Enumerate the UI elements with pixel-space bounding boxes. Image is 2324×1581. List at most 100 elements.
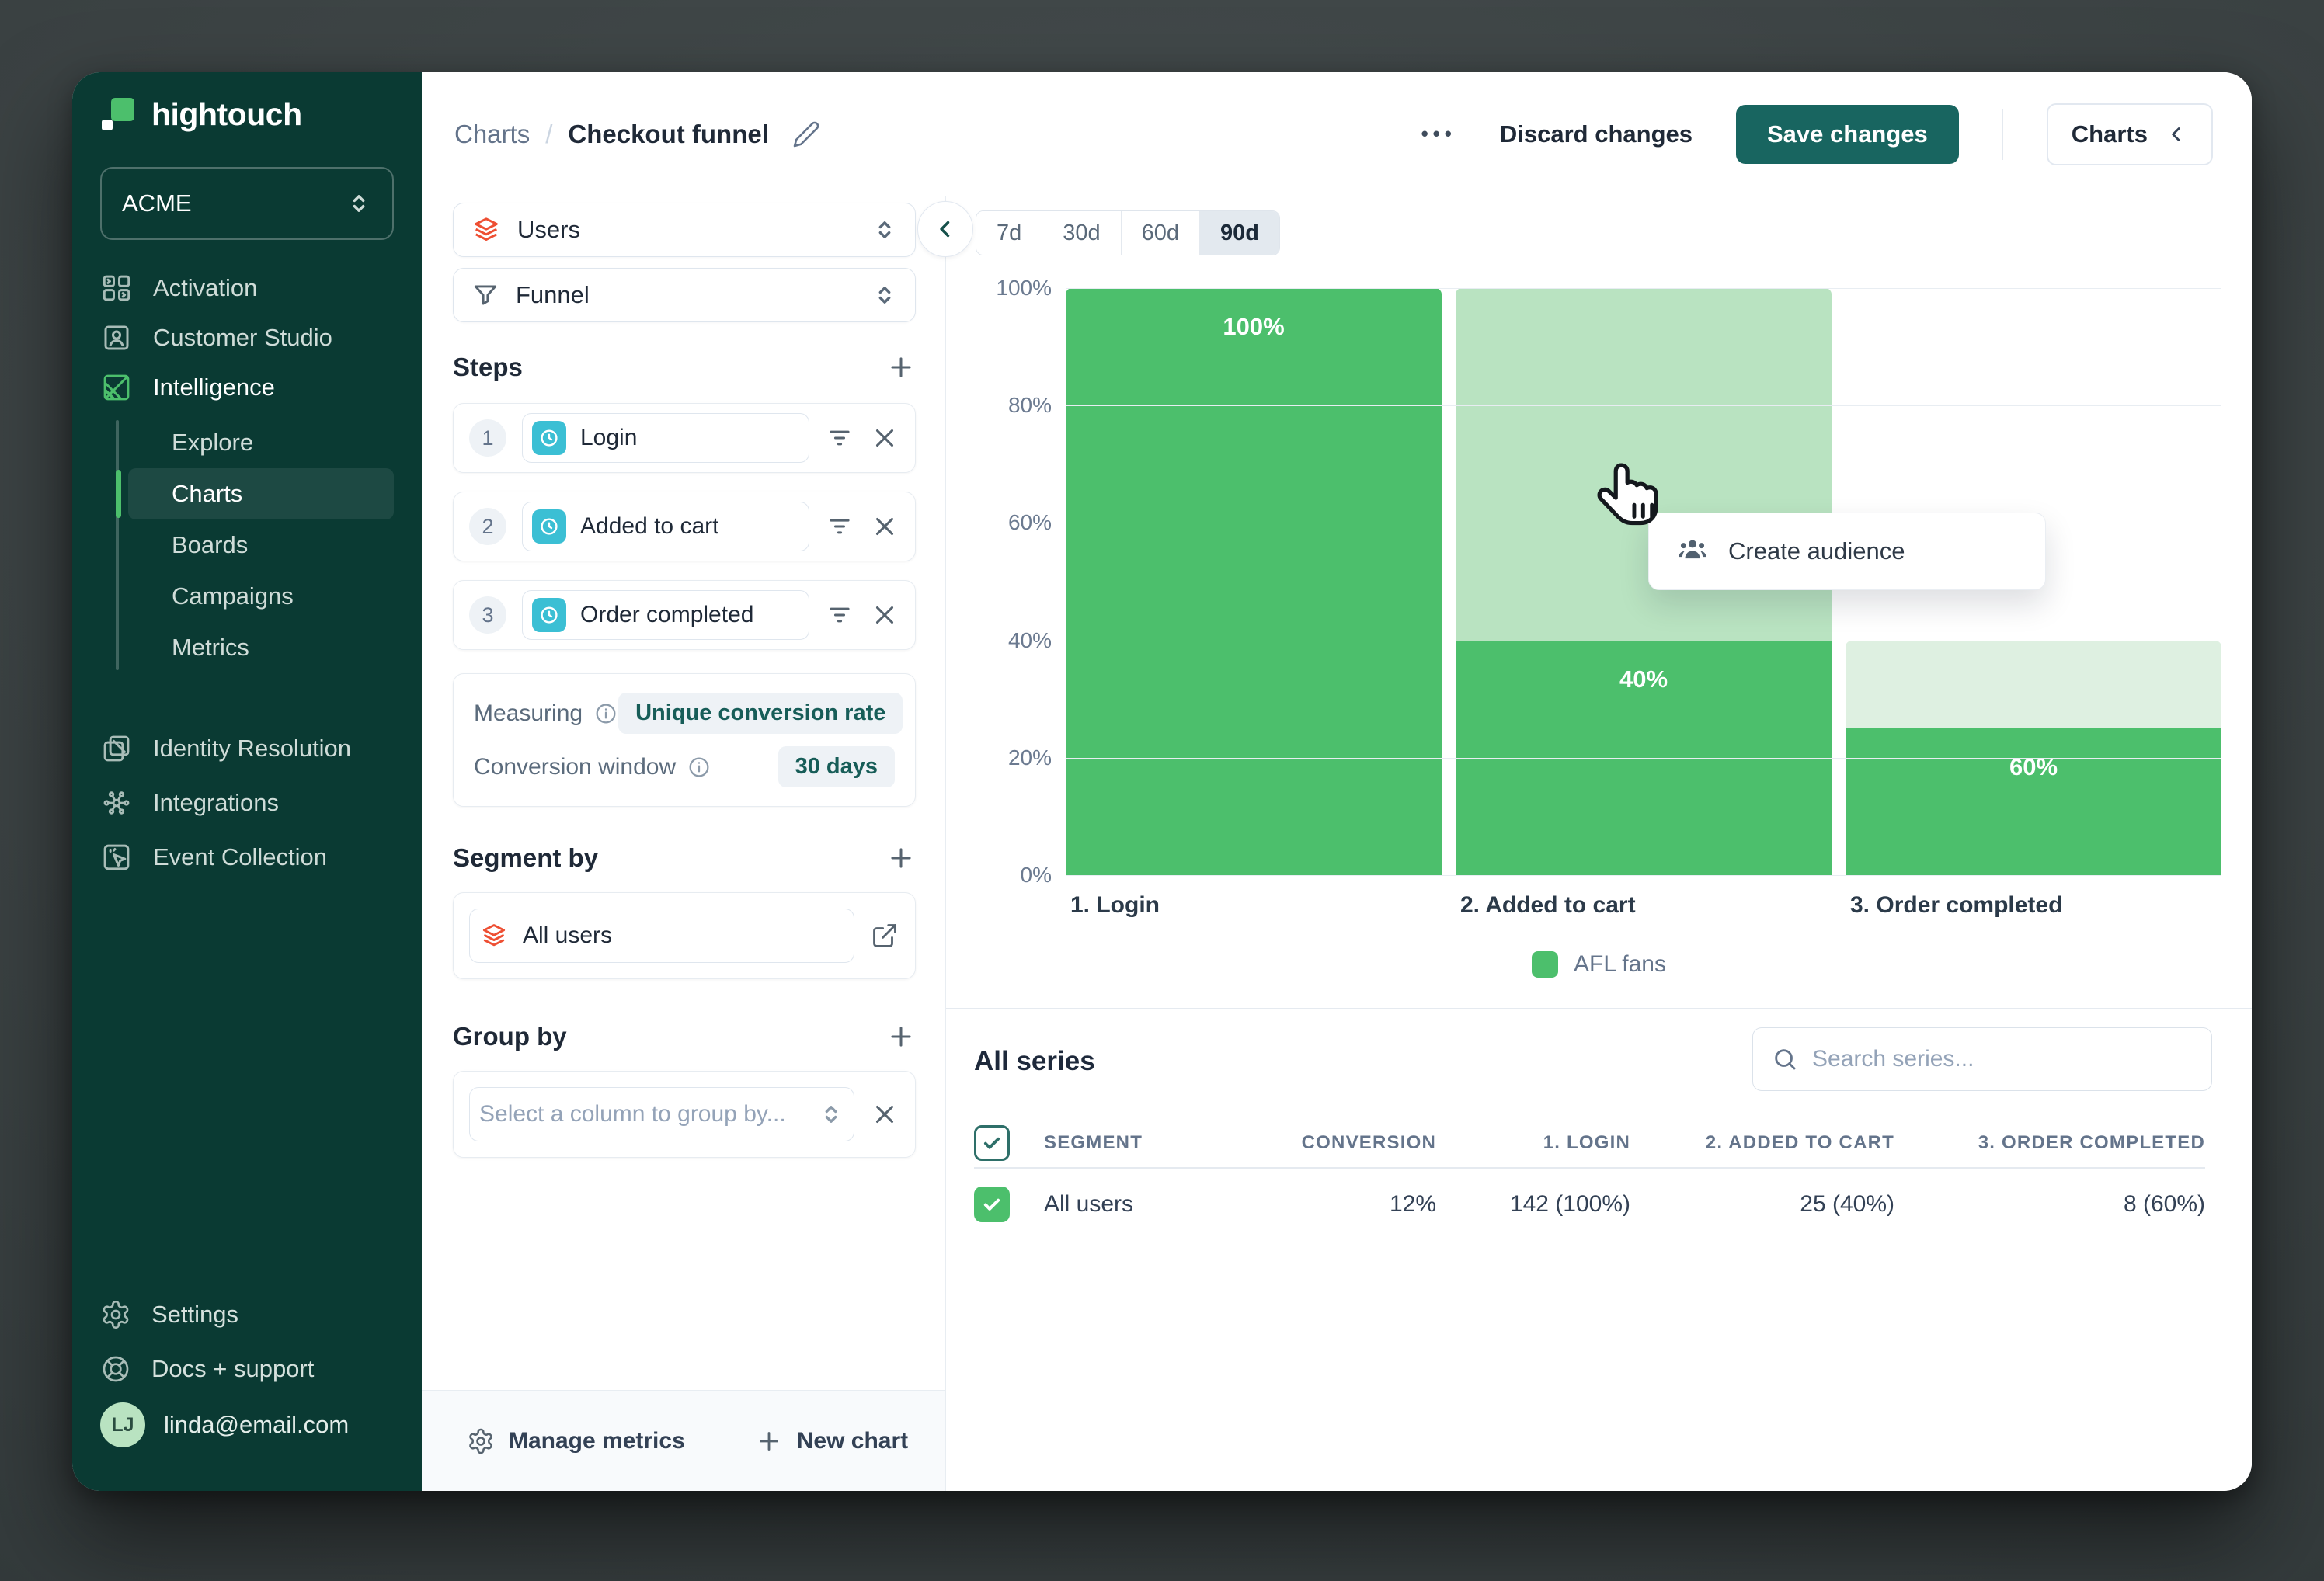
filter-icon[interactable] [825, 423, 854, 453]
group-by-select[interactable]: Select a column to group by... [469, 1087, 854, 1141]
workspace-name: ACME [122, 189, 192, 217]
series-table-row: All users 12% 142 (100%) 25 (40%) 8 (60%… [974, 1169, 2205, 1240]
sidebar-item-label: Integrations [153, 789, 279, 816]
sidebar-footer: Settings Docs + support LJ linda@email.c… [100, 1287, 394, 1454]
edit-title-pencil-icon[interactable] [792, 120, 820, 148]
intelligence-subtree: Explore Charts Boards Campaigns Metrics [100, 412, 394, 678]
step-event-select[interactable]: Added to cart [522, 502, 809, 551]
measuring-label: Measuring [474, 700, 583, 726]
remove-step-x-icon[interactable] [870, 600, 899, 630]
new-chart-button[interactable]: New chart [755, 1427, 908, 1455]
breadcrumb-parent[interactable]: Charts [454, 119, 531, 148]
gear-icon [467, 1427, 495, 1455]
collapse-panel-button[interactable] [917, 201, 973, 257]
y-axis-tick-label: 60% [1007, 510, 1052, 535]
col-header-order-completed[interactable]: 3. ORDER COMPLETED [1978, 1132, 2205, 1153]
sub-item-label: Explore [172, 429, 254, 456]
sidebar-item-explore[interactable]: Explore [128, 417, 394, 468]
charts-nav-button[interactable]: Charts [2046, 103, 2213, 165]
search-icon [1775, 1049, 1796, 1070]
sidebar-item-customer-studio[interactable]: Customer Studio [100, 313, 394, 363]
search-series-input[interactable] [1812, 1046, 2193, 1072]
more-options-button[interactable]: ••• [1421, 122, 1456, 145]
sidebar-item-label: Identity Resolution [153, 735, 352, 762]
add-step-plus-icon[interactable] [886, 353, 916, 382]
layers-red-icon [471, 214, 502, 245]
sidebar-item-identity-resolution[interactable]: Identity Resolution [100, 721, 394, 776]
hightouch-logo: hightouch [100, 89, 394, 139]
sidebar-item-metrics[interactable]: Metrics [128, 622, 394, 673]
sidebar-item-integrations[interactable]: Integrations [100, 776, 394, 830]
segment-row: All users [453, 892, 916, 979]
external-link-icon[interactable] [870, 921, 899, 950]
create-audience-menu[interactable]: Create audience [1648, 513, 2046, 590]
step-number-badge: 2 [469, 508, 506, 545]
series-table: SEGMENT CONVERSION 1. LOGIN 2. ADDED TO … [974, 1119, 2205, 1240]
step-event-select[interactable]: Login [522, 413, 809, 463]
step-number-badge: 3 [469, 596, 506, 634]
segment-select[interactable]: All users [469, 909, 854, 963]
remove-step-x-icon[interactable] [870, 512, 899, 541]
group-by-title: Group by [453, 1022, 567, 1051]
sidebar-item-intelligence[interactable]: Intelligence [100, 363, 394, 412]
parent-model-select[interactable]: Users [453, 203, 916, 257]
range-option-30d[interactable]: 30d [1042, 211, 1122, 255]
chevron-up-down-icon [872, 282, 898, 308]
range-option-7d[interactable]: 7d [976, 211, 1043, 255]
col-header-conversion[interactable]: CONVERSION [1301, 1132, 1436, 1153]
section-divider [946, 1008, 2252, 1009]
add-group-plus-icon[interactable] [886, 1022, 916, 1051]
range-option-60d[interactable]: 60d [1121, 211, 1201, 255]
add-segment-plus-icon[interactable] [886, 843, 916, 873]
filter-icon[interactable] [825, 600, 854, 630]
steps-title: Steps [453, 353, 523, 381]
sidebar-item-label: Settings [151, 1301, 239, 1328]
y-axis-tick-label: 100% [996, 276, 1052, 300]
step-number-badge: 1 [469, 419, 506, 457]
gear-icon [100, 1299, 131, 1330]
save-changes-button[interactable]: Save changes [1736, 104, 1959, 164]
col-header-login[interactable]: 1. LOGIN [1543, 1132, 1630, 1153]
cell-order-completed: 8 (60%) [2123, 1191, 2205, 1217]
measuring-card: Measuring Unique conversion rate Convers… [453, 673, 916, 807]
conversion-window-value-pill[interactable]: 30 days [778, 746, 895, 787]
range-option-90d[interactable]: 90d [1200, 211, 1280, 255]
info-icon[interactable] [593, 701, 618, 726]
row-checkbox[interactable] [974, 1187, 1010, 1222]
step-event-select[interactable]: Order completed [522, 590, 809, 640]
sidebar-item-charts[interactable]: Charts [116, 468, 394, 519]
x-axis-category-label: 2. Added to cart [1460, 892, 1636, 918]
filter-icon[interactable] [825, 512, 854, 541]
measuring-value-pill[interactable]: Unique conversion rate [618, 693, 903, 734]
sub-item-label: Charts [172, 480, 243, 507]
discard-changes-button[interactable]: Discard changes [1499, 120, 1693, 148]
funnel-icon [471, 280, 500, 310]
remove-group-x-icon[interactable] [870, 1100, 899, 1129]
select-all-checkbox[interactable] [974, 1125, 1010, 1161]
time-range-switcher: 7d 30d 60d 90d [976, 210, 1281, 255]
col-header-segment[interactable]: SEGMENT [1044, 1132, 1143, 1153]
step-row-1: 1 Login [453, 403, 916, 473]
chart-type-select[interactable]: Funnel [453, 268, 916, 322]
segment-by-title: Segment by [453, 843, 599, 872]
sidebar-item-boards[interactable]: Boards [128, 519, 394, 571]
sidebar-item-event-collection[interactable]: Event Collection [100, 830, 394, 884]
event-clock-icon [532, 421, 566, 455]
cell-segment: All users [1044, 1191, 1134, 1217]
sidebar-item-settings[interactable]: Settings [100, 1287, 394, 1342]
funnel-bar-filled-segment [1066, 288, 1442, 875]
group-by-row: Select a column to group by... [453, 1071, 916, 1158]
sidebar-item-docs-support[interactable]: Docs + support [100, 1342, 394, 1396]
manage-metrics-button[interactable]: Manage metrics [467, 1427, 685, 1455]
people-group-icon [1675, 534, 1710, 568]
info-icon[interactable] [687, 755, 711, 780]
sidebar-item-campaigns[interactable]: Campaigns [128, 571, 394, 622]
search-series-box[interactable] [1752, 1027, 2212, 1091]
remove-step-x-icon[interactable] [870, 423, 899, 453]
col-header-added-to-cart[interactable]: 2. ADDED TO CART [1705, 1132, 1894, 1153]
sidebar-item-activation[interactable]: Activation [100, 263, 394, 313]
funnel-bar[interactable]: 100% [1066, 288, 1442, 875]
workspace-selector[interactable]: ACME [100, 167, 394, 240]
funnel-bar-filled-segment [1846, 728, 2221, 875]
user-account[interactable]: LJ linda@email.com [100, 1396, 394, 1454]
